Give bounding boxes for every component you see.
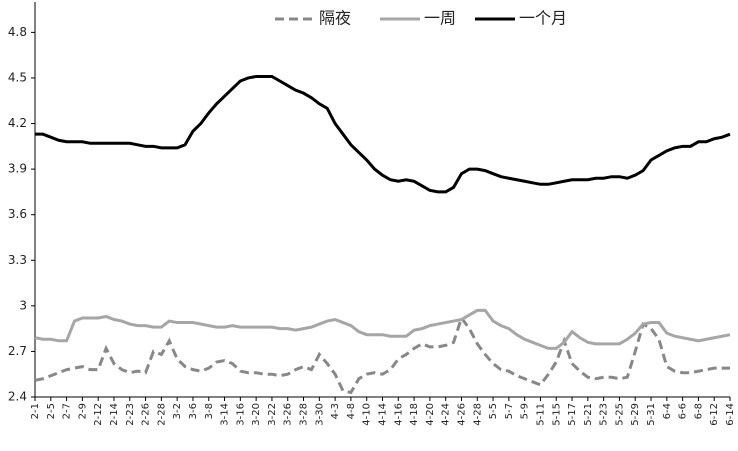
x-tick-label: 3-8 — [204, 403, 215, 419]
x-tick-label: 6-4 — [662, 403, 673, 419]
x-tick-label: 2-28 — [156, 403, 167, 426]
x-tick-label: 6-14 — [725, 403, 736, 426]
y-tick-label: 4.5 — [8, 70, 27, 84]
line-series — [34, 308, 731, 350]
y-tick-label: 3.6 — [8, 207, 27, 221]
x-tick-label: 6-12 — [709, 403, 720, 426]
y-tick-label: 4.2 — [8, 116, 27, 130]
line-series — [35, 74, 731, 194]
x-tick-label: 2-9 — [77, 403, 88, 419]
x-tick-label: 3-14 — [220, 403, 231, 426]
x-tick-label: 3-2 — [172, 403, 183, 419]
x-tick-label: 5-11 — [535, 403, 546, 426]
line-series — [34, 314, 730, 395]
x-tick-label: 4-28 — [472, 403, 483, 426]
x-tick-label: 2-5 — [46, 403, 57, 419]
x-tick-label: 3-26 — [283, 403, 294, 426]
x-tick-label: 5-29 — [630, 403, 641, 426]
y-tick-label: 2.4 — [8, 390, 27, 404]
x-tick-label: 5-17 — [567, 403, 578, 426]
x-tick-label: 3-6 — [188, 403, 199, 419]
x-tick-label: 4-20 — [425, 403, 436, 426]
x-tick-label: 2-12 — [93, 403, 104, 426]
x-tick-label: 6-6 — [678, 403, 689, 419]
x-tick-label: 5-23 — [599, 403, 610, 426]
x-tick-label: 4-16 — [393, 403, 404, 426]
x-tick-label: 3-20 — [251, 403, 262, 426]
x-tick-label: 2-23 — [125, 403, 136, 426]
x-tick-label: 5-25 — [614, 403, 625, 426]
legend-label: 一个月 — [519, 9, 567, 28]
x-tick-label: 5-7 — [504, 403, 515, 419]
x-tick-label: 2-7 — [62, 403, 73, 419]
x-tick-label: 4-26 — [456, 403, 467, 426]
x-tick-label: 5-9 — [520, 403, 531, 419]
x-tick-label: 4-10 — [362, 403, 373, 426]
x-tick-label: 5-21 — [583, 403, 594, 426]
x-tick-label: 4-24 — [441, 403, 452, 426]
legend-label: 一周 — [424, 9, 456, 28]
x-tick-label: 2-14 — [109, 403, 120, 426]
x-tick-label: 5-31 — [646, 403, 657, 426]
x-tick-label: 6-8 — [693, 403, 704, 419]
x-tick-label: 4-14 — [378, 403, 389, 426]
y-tick-label: 2.7 — [8, 344, 27, 358]
x-tick-label: 3-16 — [235, 403, 246, 426]
x-tick-label: 3-30 — [314, 403, 325, 426]
y-tick-label: 3 — [19, 298, 27, 312]
x-tick-label: 2-26 — [141, 403, 152, 426]
x-tick-label: 5-5 — [488, 403, 499, 419]
x-tick-label: 5-15 — [551, 403, 562, 426]
x-tick-label: 3-22 — [267, 403, 278, 426]
y-tick-label: 3.9 — [8, 162, 27, 176]
x-tick-label: 4-8 — [346, 403, 357, 419]
y-tick-label: 3.3 — [8, 253, 27, 267]
y-tick-label: 4.8 — [8, 25, 27, 39]
x-tick-label: 4-18 — [409, 403, 420, 426]
x-tick-label: 4-3 — [330, 403, 341, 419]
legend-label: 隔夜 — [319, 9, 351, 28]
x-tick-label: 2-1 — [30, 403, 41, 419]
x-tick-label: 3-28 — [299, 403, 310, 426]
